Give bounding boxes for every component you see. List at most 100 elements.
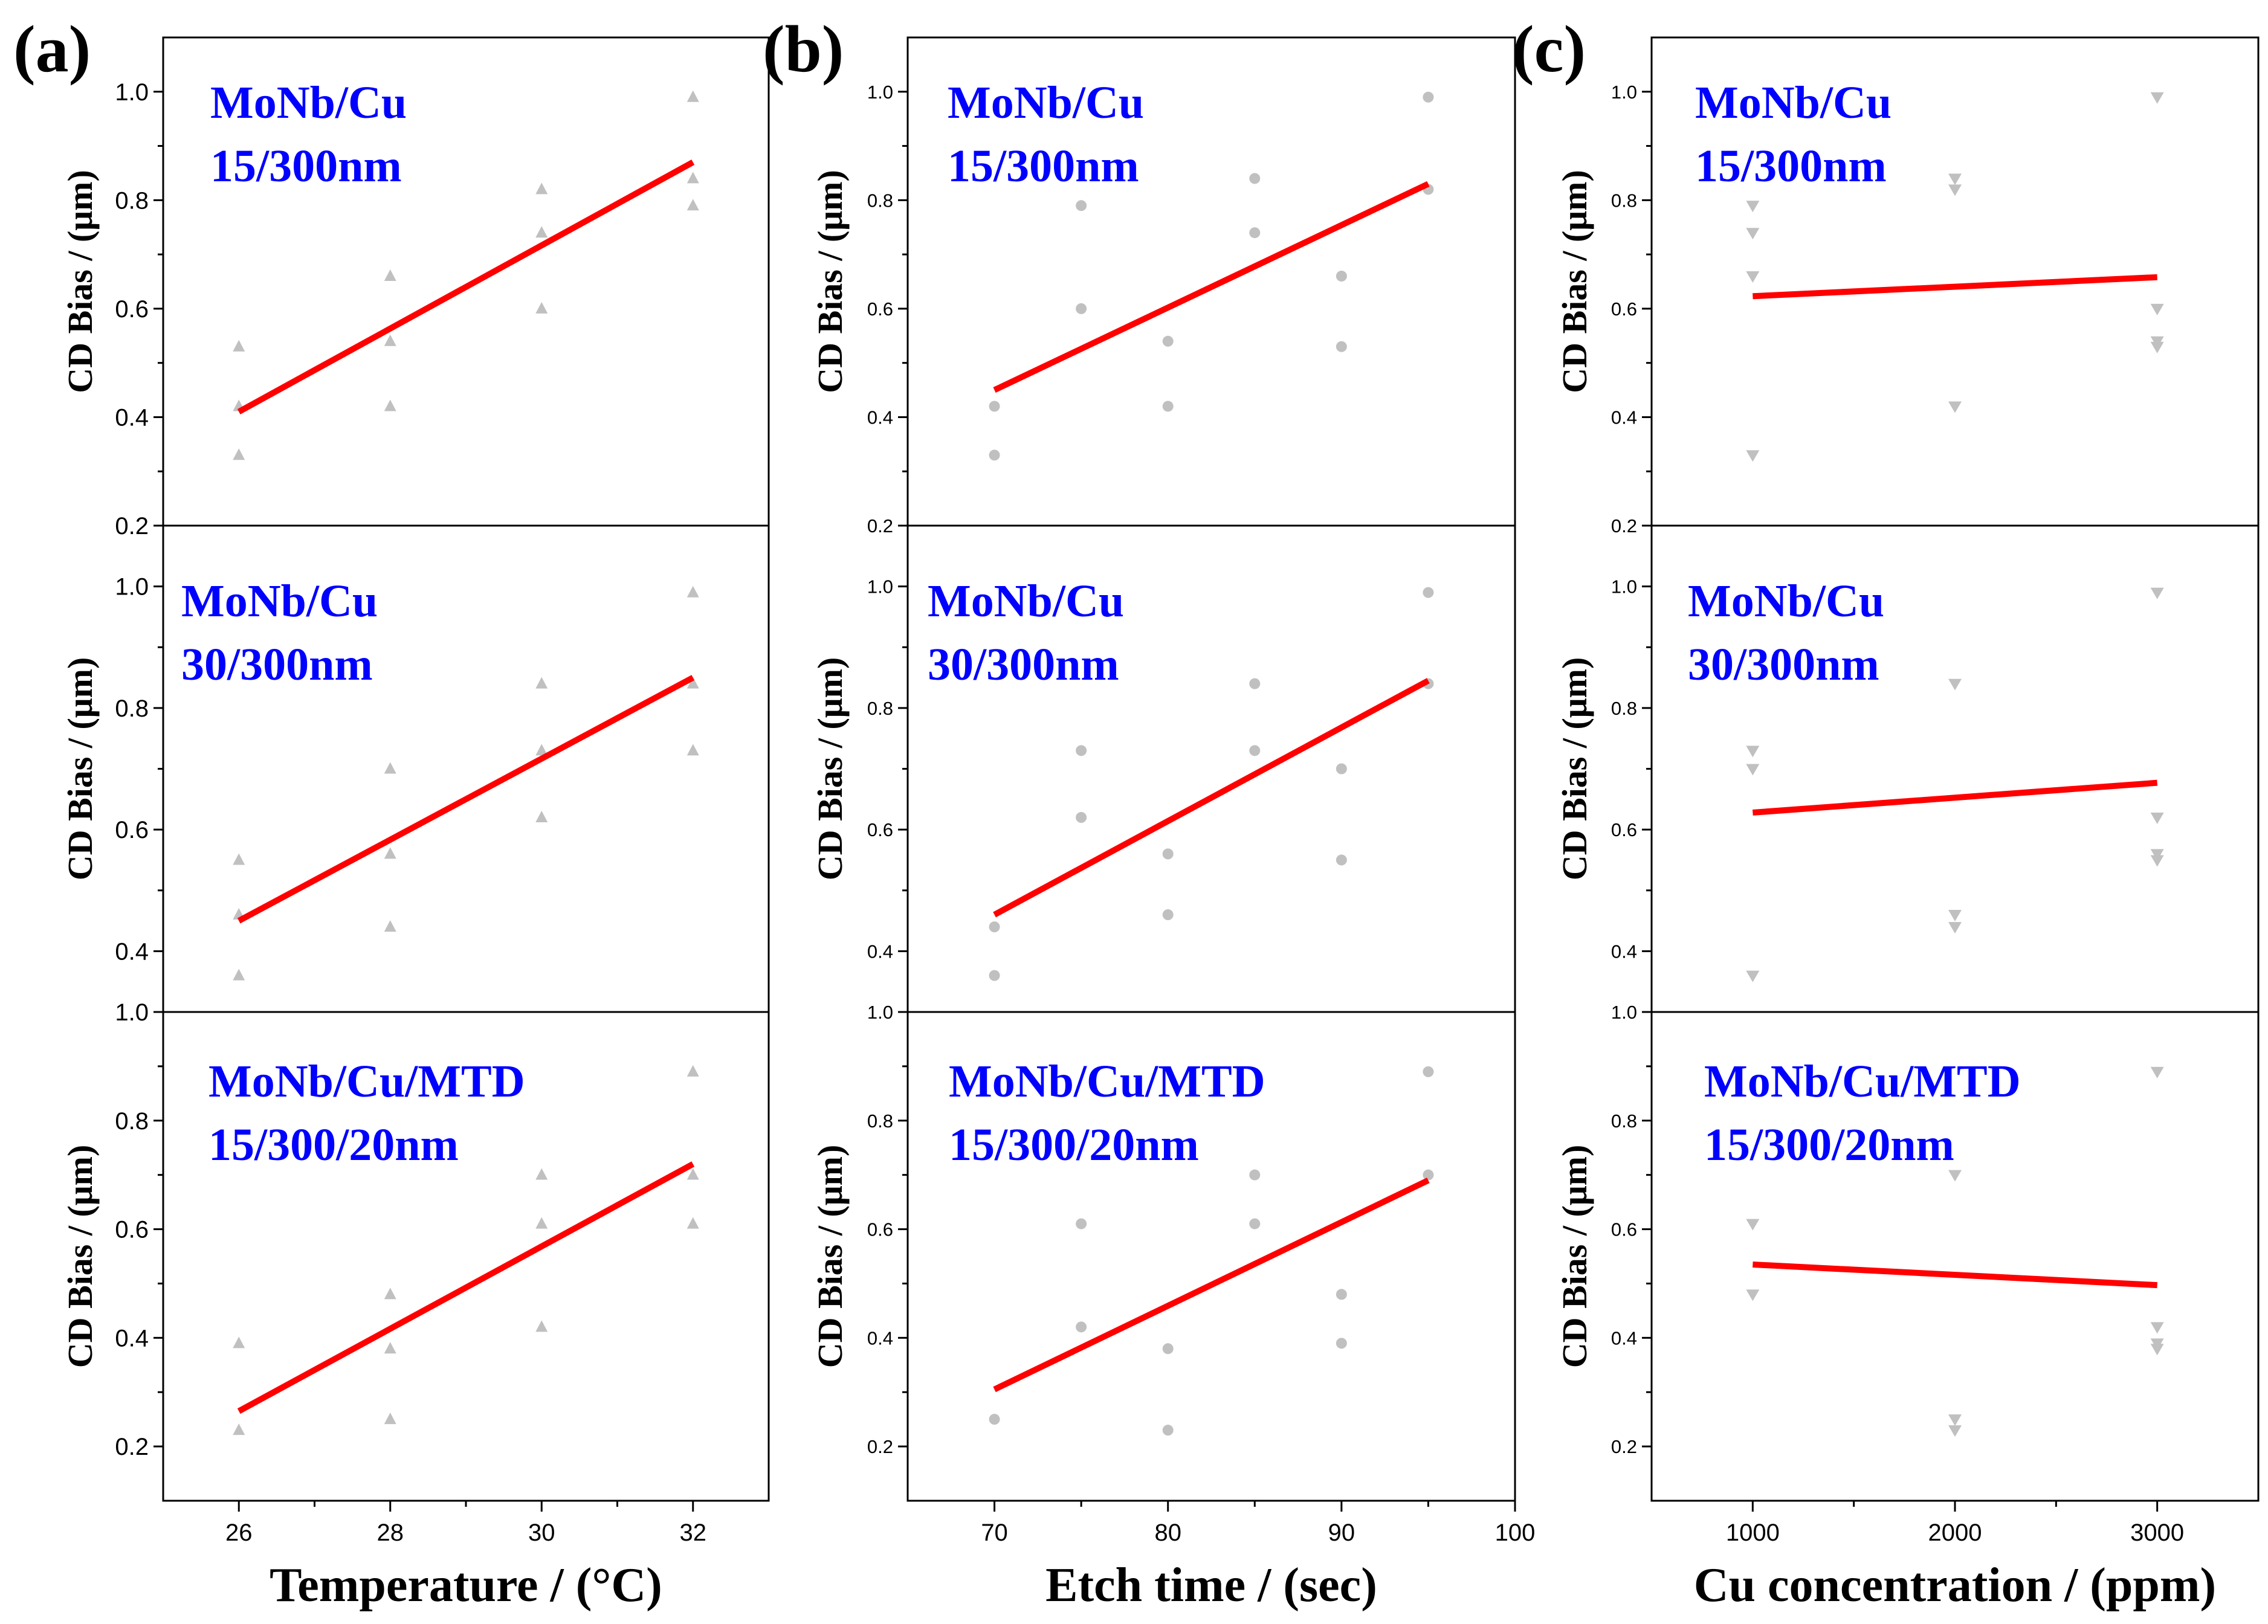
data-point [1746,746,1760,758]
data-point [384,399,396,411]
data-point [1948,678,1962,691]
y-tick-label: 0.8 [115,1108,149,1135]
data-point [1423,587,1434,598]
y-tick-label: 0.8 [867,190,893,211]
data-point [687,1168,699,1180]
data-point [1076,303,1087,314]
y-tick-label: 0.4 [867,407,893,428]
y-tick-label: 0.8 [115,695,149,722]
y-tick-label: 0.6 [115,296,149,323]
data-point [1336,1289,1347,1300]
fit-line [993,181,1430,393]
sample-annotation: MoNb/Cu [1695,77,1892,128]
data-point [1746,271,1760,283]
data-point [2150,813,2164,824]
data-point [1336,763,1347,775]
fit-line [237,160,695,414]
data-point [535,1320,548,1332]
y-tick-label: 0.4 [115,1325,149,1352]
data-point [1948,401,1962,413]
y-tick-label: 0.8 [1611,1110,1637,1132]
y-tick-label: 1.0 [867,82,893,103]
fit-line [1753,1261,2157,1289]
data-point [535,182,548,195]
x-tick-label: 3000 [2130,1519,2184,1546]
data-point [1076,200,1087,211]
data-point [384,269,396,282]
sample-annotation: 15/300/20nm [949,1120,1199,1170]
data-point [1162,335,1174,347]
data-point [1948,922,1962,934]
data-point [2150,341,2164,353]
x-axis-label: Temperature / (°C) [270,1559,662,1612]
y-tick-label: 0.2 [115,1434,149,1460]
data-point [1336,341,1347,352]
y-tick-label: 0.2 [1611,1436,1637,1457]
y-tick-label: 0.4 [1611,1327,1637,1348]
data-point [2150,92,2164,104]
data-point [1948,910,1962,921]
data-point [2150,303,2164,315]
data-point [1076,1218,1087,1229]
data-point [535,301,548,314]
data-point [989,921,1000,933]
data-point [1746,228,1760,240]
data-point [1249,678,1261,689]
sample-annotation: 30/300nm [181,639,373,690]
y-axis-label: CD Bias / (μm) [1555,1145,1594,1368]
plot-frame [906,1011,1516,1502]
y-tick-label: 0.4 [1611,941,1637,962]
y-tick-label: 0.6 [867,1219,893,1240]
data-point [1162,909,1174,920]
data-point [1948,173,1962,185]
fit-line [993,1178,1430,1393]
data-point [989,450,1000,461]
y-tick-label: 1.0 [867,576,893,598]
y-tick-label: 1.0 [1611,576,1637,598]
x-tick-label: 28 [377,1519,404,1546]
data-point [1076,1321,1087,1333]
sample-annotation: MoNb/Cu [1688,576,1884,627]
y-tick-label: 0.2 [867,515,893,536]
plot-frame [1650,1011,2260,1502]
data-point [1162,401,1174,412]
fit-line [237,1161,695,1414]
data-point [1746,1219,1760,1231]
data-point [989,401,1000,412]
data-point [233,448,245,460]
data-point [1076,812,1087,823]
sample-annotation: MoNb/Cu [210,77,407,128]
data-point [1162,1425,1174,1436]
data-point [2150,1322,2164,1334]
data-point [384,334,396,346]
data-point [1423,91,1434,103]
y-tick-label: 1.0 [115,999,149,1026]
y-tick-label: 0.4 [1611,407,1637,428]
y-tick-label: 0.8 [1611,698,1637,719]
sample-annotation: MoNb/Cu/MTD [208,1056,525,1107]
y-tick-label: 0.8 [1611,190,1637,211]
sample-annotation: 30/300nm [1688,639,1879,690]
y-tick-label: 0.2 [115,513,149,540]
x-tick-label: 32 [680,1519,707,1546]
y-axis-label: CD Bias / (μm) [60,1145,100,1368]
panel-letter: (a) [13,12,91,86]
data-point [233,1336,245,1348]
y-tick-label: 1.0 [115,79,149,106]
data-point [687,172,699,184]
y-tick-label: 0.6 [1611,819,1637,840]
data-point [2150,587,2164,599]
y-axis-label: CD Bias / (μm) [810,1145,850,1368]
panel-letter: (c) [1512,12,1586,86]
y-tick-label: 0.6 [1611,1219,1637,1240]
x-tick-label: 2000 [1928,1519,1982,1546]
panel-letter: (b) [763,12,844,86]
y-tick-label: 0.4 [867,1327,893,1348]
data-point [384,762,396,774]
y-tick-label: 1.0 [115,574,149,601]
data-point [687,1217,699,1229]
y-tick-label: 0.8 [867,698,893,719]
data-point [2150,849,2164,861]
data-point [535,1168,548,1180]
